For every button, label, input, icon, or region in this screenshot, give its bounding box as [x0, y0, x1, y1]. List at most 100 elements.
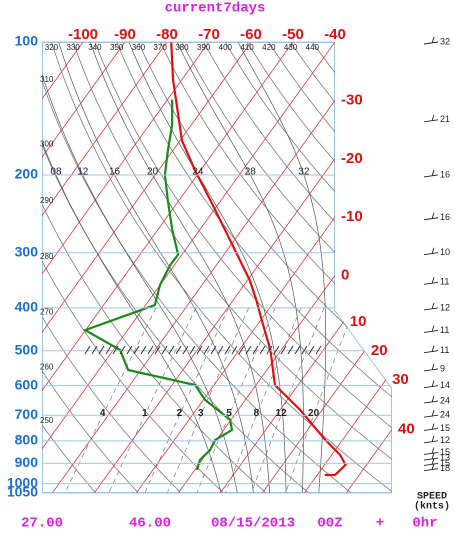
wind-speed-label: 11	[440, 325, 449, 335]
wind-speed-label: 15	[440, 423, 450, 433]
footer-forecast: 0hr	[412, 516, 437, 532]
dry-adiabat-label: 350	[110, 43, 124, 52]
isotherm	[42, 42, 126, 493]
dry-adiabat	[42, 42, 224, 493]
wind-barb	[423, 325, 439, 333]
dry-adiabat-label: 360	[132, 43, 146, 52]
plot-area	[42, 42, 392, 493]
x-tick-label: -20	[341, 150, 363, 167]
dry-adiabat-label: 390	[197, 43, 211, 52]
y-tick-label: 1000	[7, 474, 38, 490]
wind-barb	[423, 114, 439, 123]
moist-adiabat	[176, 42, 304, 493]
dry-adiabat	[246, 42, 392, 493]
plot-border	[42, 42, 392, 493]
footer-lon: 46.00	[129, 516, 171, 532]
isotherm	[303, 42, 392, 493]
dry-adiabat	[94, 42, 392, 493]
moist-adiabat-label: 08	[50, 167, 62, 178]
wind-barb	[423, 36, 439, 45]
dry-adiabat	[268, 42, 392, 493]
moist-adiabat	[89, 42, 271, 493]
x-tick-label: -100	[68, 26, 98, 43]
footer-plus: +	[376, 516, 384, 532]
footer-lat: 27.00	[21, 516, 63, 532]
wind-speed-label: 12	[440, 302, 450, 312]
moist-adiabat-label: 28	[245, 167, 257, 178]
dry-adiabat	[42, 42, 97, 493]
dry-adiabat-label: 420	[262, 43, 276, 52]
wind-label: SPEED	[417, 492, 447, 503]
dry-adiabat-label: 320	[45, 43, 59, 52]
profile-line	[170, 42, 347, 477]
wind-speed-label: 13	[440, 452, 450, 462]
dry-adiabat-label: 340	[88, 43, 102, 52]
y-tick-label: 800	[15, 432, 39, 448]
isotherm	[135, 42, 392, 493]
dry-adiabat-label: 300	[40, 139, 54, 148]
dry-adiabat-label: 370	[153, 43, 167, 52]
dry-adiabat	[42, 42, 267, 493]
moist-adiabat	[42, 42, 238, 493]
isotherm	[42, 42, 84, 493]
mixing-ratio-label: 3	[198, 408, 204, 419]
dry-adiabat-label: 430	[284, 43, 298, 52]
dry-adiabat-label: 410	[240, 43, 254, 52]
profile-line	[82, 99, 234, 471]
x-tick-label: -60	[240, 26, 262, 43]
wind-barb	[423, 452, 439, 461]
x-tick-label: -80	[156, 26, 178, 43]
dry-adiabat	[42, 42, 182, 493]
x-tick-label: -70	[198, 26, 220, 43]
wind-barb	[423, 169, 439, 178]
wind-barb	[423, 345, 439, 354]
moist-adiabat-label: 24	[192, 167, 204, 178]
x-tick-label: 20	[371, 342, 388, 359]
wind-barb	[423, 380, 439, 389]
dry-adiabat-label: 330	[66, 43, 80, 52]
isotherm	[219, 42, 392, 493]
dry-adiabat	[42, 42, 352, 493]
wind-barb	[423, 395, 439, 404]
dry-adiabat	[290, 42, 392, 493]
y-tick-label: 900	[15, 454, 39, 470]
wind-speed-label: 15	[440, 447, 450, 457]
y-tick-label: 1050	[7, 484, 38, 500]
dry-adiabat	[42, 42, 139, 493]
wind-speed-label: 11	[440, 277, 449, 287]
mixing-ratio	[64, 307, 157, 493]
x-tick-label: 30	[392, 371, 409, 388]
mixing-ratio	[144, 307, 229, 493]
isotherm	[42, 42, 252, 493]
x-tick-label: 0	[341, 266, 349, 283]
moist-adiabat-label: 20	[147, 167, 159, 178]
mixing-ratio-label: 5	[226, 408, 232, 419]
overlay: 10020030040050060070080090010001050-100-…	[7, 26, 450, 500]
dry-adiabat-label: 290	[40, 196, 54, 205]
dry-adiabat	[51, 42, 392, 493]
x-tick-label: -30	[341, 91, 363, 108]
dry-adiabat	[203, 42, 392, 493]
isotherm	[42, 42, 294, 493]
mixing-ratio-label: 1	[142, 408, 148, 419]
mixing-ratio-label: 8	[254, 408, 260, 419]
mixing-ratio	[108, 307, 197, 493]
wind-speed-label: 15	[440, 458, 450, 468]
isotherm	[261, 42, 392, 493]
dry-adiabat-label: 310	[40, 75, 54, 84]
chart-title: current7days	[165, 1, 266, 17]
y-tick-label: 100	[15, 33, 39, 49]
dry-adiabat	[181, 42, 392, 493]
y-tick-label: 500	[15, 341, 39, 357]
wind-speed-label: 16	[440, 169, 450, 179]
wind-speed-label: 18	[440, 463, 450, 473]
wind-barb	[423, 458, 439, 466]
dry-adiabat-label: 440	[306, 43, 320, 52]
moist-adiabat	[58, 42, 254, 493]
moist-adiabat	[128, 42, 287, 493]
wind-speed-label: 16	[440, 212, 450, 222]
wind-speed-label: 9	[440, 363, 445, 373]
wind-barb	[423, 212, 439, 221]
dry-adiabat-label: 380	[175, 43, 189, 52]
